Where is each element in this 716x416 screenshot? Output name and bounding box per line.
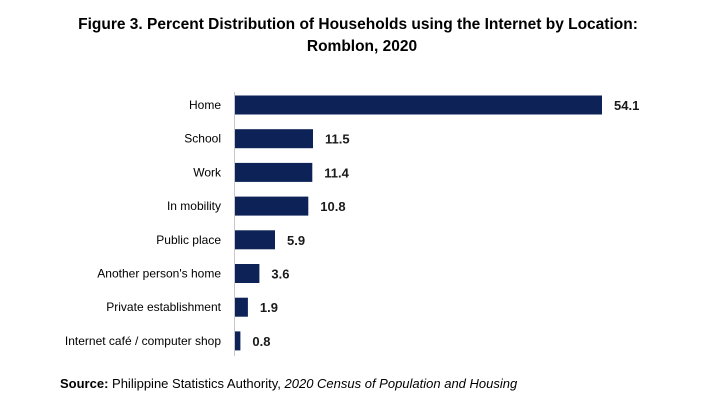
chart-title-line-1: Figure 3. Percent Distribution of Househ… <box>78 16 638 33</box>
bar-5 <box>235 264 260 283</box>
bar-6 <box>235 297 248 317</box>
bar-3 <box>235 196 309 216</box>
bar-2 <box>235 162 313 182</box>
category-label-3: In mobility <box>167 199 221 213</box>
category-label-7: Internet café / computer shop <box>65 334 221 348</box>
value-label-5: 3.6 <box>271 267 289 282</box>
category-label-1: School <box>184 132 221 146</box>
bar-0 <box>235 95 602 115</box>
value-label-0: 54.1 <box>614 98 639 113</box>
bars-group: Home 54.1 School 11.5 Work 11.4 In mobility 10.… <box>65 95 639 351</box>
category-label-0: Home <box>189 98 221 112</box>
category-label-2: Work <box>193 165 222 179</box>
category-label-5: Another person's home <box>97 267 221 281</box>
value-label-3: 10.8 <box>320 199 345 214</box>
value-label-2: 11.4 <box>324 165 349 180</box>
source-label: Source: <box>60 376 109 391</box>
value-label-6: 1.9 <box>260 300 278 315</box>
source-organization: Philippine Statistics Authority, <box>112 376 281 391</box>
category-label-4: Public place <box>156 233 221 247</box>
category-label-6: Private establishment <box>106 300 221 314</box>
source-publication: 2020 Census of Population and Housing <box>284 376 518 391</box>
bar-7 <box>235 331 241 351</box>
value-label-7: 0.8 <box>252 334 270 349</box>
bar-1 <box>235 129 313 149</box>
value-label-4: 5.9 <box>287 233 305 248</box>
bar-4 <box>235 230 275 250</box>
chart-title-line-2: Romblon, 2020 <box>306 38 418 55</box>
source-note: Source: Philippine Statistics Authority,… <box>60 376 517 391</box>
value-label-1: 11.5 <box>325 132 350 147</box>
chart-title: Figure 3. Percent Distribution of Househ… <box>0 14 716 58</box>
